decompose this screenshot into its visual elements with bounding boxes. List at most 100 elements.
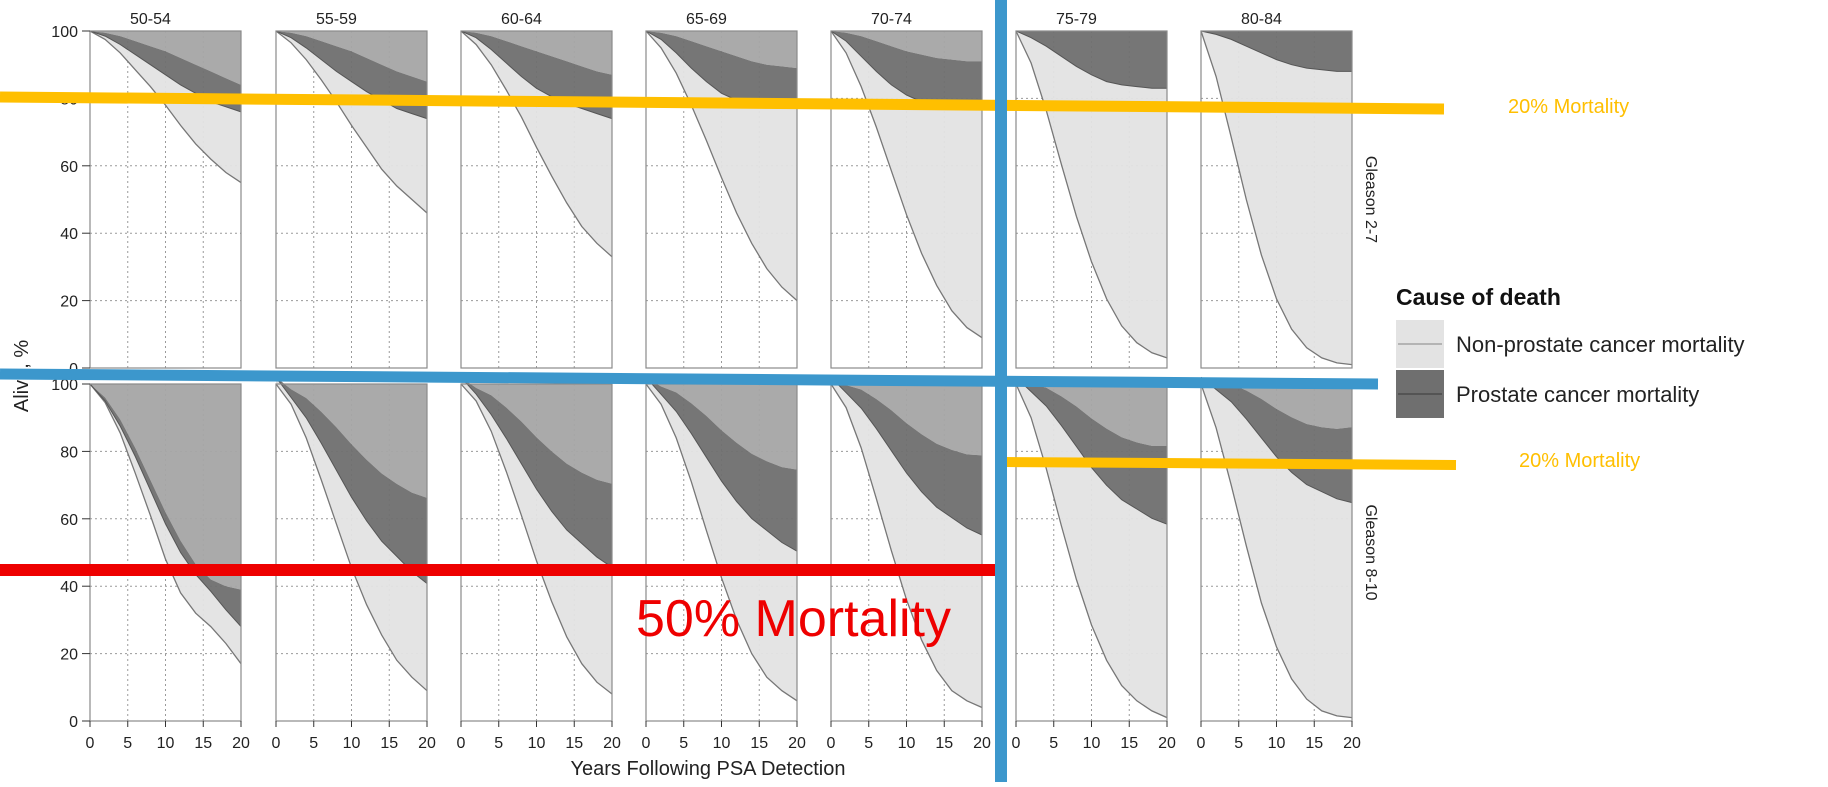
x-tick-label: 15	[565, 735, 583, 752]
series-line-alive	[460, 383, 613, 695]
band-other	[1201, 377, 1352, 429]
series-line-non-prostate	[1200, 376, 1353, 504]
x-tick-label: 20	[418, 735, 436, 752]
highlight-line-blue-horizontal	[0, 368, 1379, 390]
series-line-alive	[89, 30, 242, 184]
band-non-prostate-cancer-mortality	[461, 31, 612, 257]
x-axis-title: Years Following PSA Detection	[571, 758, 846, 780]
band-other	[276, 377, 427, 498]
band-non-prostate-cancer-mortality	[646, 31, 797, 301]
band-other	[646, 377, 797, 470]
panel-65-69-gleason-2-7	[645, 30, 798, 369]
y-tick-label: 80	[60, 444, 78, 461]
x-tick-label: 5	[679, 735, 688, 752]
column-label: 65-69	[686, 11, 727, 28]
annotation-50-percent: 50% Mortality	[636, 590, 951, 648]
band-prostate-cancer-mortality	[90, 31, 241, 112]
band-non-prostate-cancer-mortality	[1201, 31, 1352, 365]
band-other	[1016, 377, 1167, 446]
x-tick-label: 5	[309, 735, 318, 752]
annotation-20-percent-top: 20% Mortality	[1508, 96, 1629, 118]
band-prostate-cancer-mortality	[831, 31, 982, 109]
panel-70-74-gleason-8-10	[830, 376, 983, 722]
x-tick-label: 5	[123, 735, 132, 752]
x-tick-label: 5	[1234, 735, 1243, 752]
band-other	[831, 377, 982, 456]
panel-border	[89, 30, 242, 369]
series-line-non-prostate	[645, 376, 798, 552]
x-tick-label: 20	[973, 735, 991, 752]
y-tick-label: 0	[69, 714, 78, 731]
band-other	[831, 31, 982, 62]
band-prostate-cancer-mortality	[1016, 31, 1167, 89]
column-label: 80-84	[1241, 11, 1282, 28]
x-tick-label: 15	[380, 735, 398, 752]
series-line-alive	[645, 30, 798, 302]
panel-70-74-gleason-2-7	[830, 30, 983, 369]
x-tick-label: 10	[1083, 735, 1101, 752]
series-line-non-prostate	[275, 30, 428, 120]
annotation-20-percent-bottom: 20% Mortality	[1519, 450, 1640, 472]
x-tick-label: 0	[827, 735, 836, 752]
panel-60-64-gleason-2-7	[460, 30, 613, 369]
y-tick-label: 60	[60, 159, 78, 176]
series-line-alive	[1200, 30, 1353, 366]
panel-50-54-gleason-2-7	[89, 30, 242, 369]
x-tick-label: 20	[603, 735, 621, 752]
series-line-alive	[460, 30, 613, 258]
band-other	[646, 31, 797, 69]
band-prostate-cancer-mortality	[461, 377, 612, 568]
band-other	[461, 377, 612, 484]
x-tick-label: 10	[898, 735, 916, 752]
x-tick-label: 15	[194, 735, 212, 752]
highlight-line-yellow-top	[0, 91, 1445, 115]
panel-65-69-gleason-8-10	[645, 376, 798, 722]
x-tick-label: 10	[528, 735, 546, 752]
band-prostate-cancer-mortality	[276, 377, 427, 584]
band-non-prostate-cancer-mortality	[831, 377, 982, 708]
panel-border	[645, 30, 798, 369]
band-other	[90, 31, 241, 85]
band-prostate-cancer-mortality	[646, 31, 797, 109]
panel-border	[830, 30, 983, 369]
panel-80-84-gleason-8-10	[1200, 376, 1353, 722]
y-tick-label: 20	[60, 294, 78, 311]
series-line-alive	[1015, 383, 1168, 719]
panel-80-84-gleason-2-7	[1200, 30, 1353, 369]
band-prostate-cancer-mortality	[646, 377, 797, 552]
column-label: 70-74	[871, 11, 912, 28]
band-non-prostate-cancer-mortality	[276, 31, 427, 213]
x-tick-label: 15	[935, 735, 953, 752]
legend-title: Cause of death	[1396, 284, 1561, 310]
series-line-alive	[1015, 30, 1168, 359]
band-prostate-cancer-mortality	[90, 384, 241, 627]
panel-50-54-gleason-8-10	[89, 383, 242, 722]
band-non-prostate-cancer-mortality	[461, 377, 612, 694]
band-non-prostate-cancer-mortality	[90, 31, 241, 183]
column-label: 60-64	[501, 11, 542, 28]
x-tick-label: 0	[86, 735, 95, 752]
x-tick-label: 5	[864, 735, 873, 752]
panel-border	[275, 30, 428, 369]
legend-label-prostate: Prostate cancer mortality	[1456, 382, 1699, 407]
series-line-non-prostate	[89, 383, 242, 627]
band-prostate-cancer-mortality	[1201, 377, 1352, 503]
band-prostate-cancer-mortality	[1201, 31, 1352, 72]
row-label: Gleason 8-10	[1362, 504, 1379, 600]
x-tick-label: 0	[457, 735, 466, 752]
x-tick-label: 20	[788, 735, 806, 752]
x-tick-label: 15	[1305, 735, 1323, 752]
highlight-line-yellow-bottom	[1002, 457, 1457, 470]
highlight-overlays: 20% Mortality 20% Mortality 50% Mortality	[0, 0, 1640, 782]
series-line-non-prostate	[1015, 30, 1167, 89]
series-line-alive	[89, 383, 242, 665]
series-line-alive	[830, 30, 983, 339]
x-tick-label: 20	[1343, 735, 1361, 752]
series-line-non-prostate	[460, 30, 613, 120]
x-tick-label: 5	[494, 735, 503, 752]
x-tick-label: 0	[642, 735, 651, 752]
band-non-prostate-cancer-mortality	[276, 377, 427, 691]
y-tick-label: 40	[60, 579, 78, 596]
